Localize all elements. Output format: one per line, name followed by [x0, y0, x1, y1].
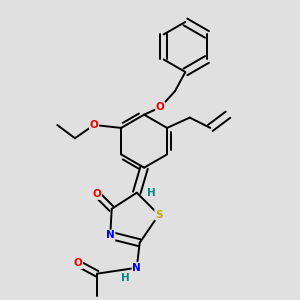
Text: H: H	[147, 188, 156, 198]
Text: O: O	[156, 102, 165, 112]
Text: S: S	[155, 210, 163, 220]
Text: O: O	[90, 120, 98, 130]
Text: N: N	[106, 230, 115, 240]
Text: O: O	[93, 189, 101, 199]
Text: N: N	[132, 263, 141, 273]
Text: O: O	[74, 258, 82, 268]
Text: H: H	[121, 273, 129, 283]
